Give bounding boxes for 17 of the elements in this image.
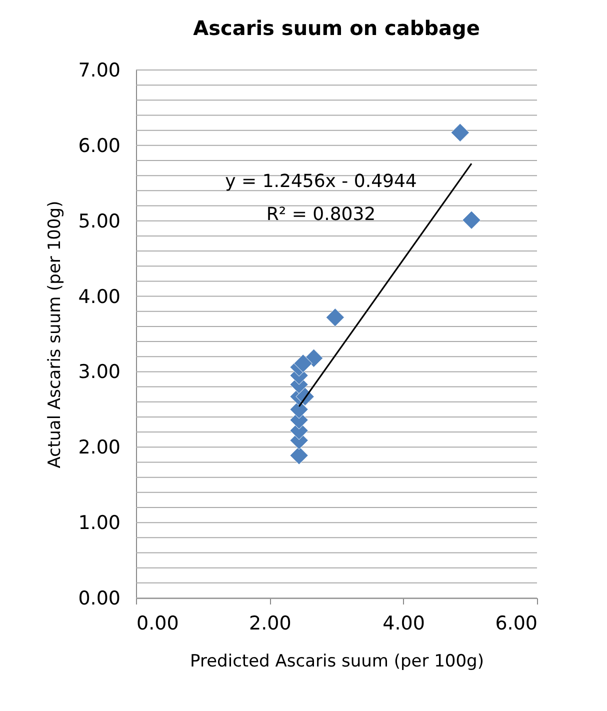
x-tick-label: 6.00 [495,612,538,634]
chart-title: Ascaris suum on cabbage [193,16,480,40]
annotation: R² = 0.8032 [266,204,376,225]
y-tick-label: 3.00 [78,361,120,384]
y-tick-label: 6.00 [78,134,120,157]
x-tick-label: 0.00 [136,612,179,634]
y-tick-label: 5.00 [78,210,120,232]
y-tick-label: 0.00 [78,588,120,610]
y-axis-title: Actual Ascaris suum (per 100g) [45,200,66,468]
y-tick-label: 7.00 [78,60,120,82]
y-tick-label: 1.00 [78,512,120,534]
annotation: y = 1.2456x - 0.4944 [225,171,417,192]
x-tick-label: 4.00 [382,612,425,634]
y-tick-label: 4.00 [78,286,120,308]
x-tick-label: 2.00 [249,612,292,634]
y-tick-label: 2.00 [78,436,120,459]
x-axis-title: Predicted Ascaris suum (per 100g) [190,652,484,672]
